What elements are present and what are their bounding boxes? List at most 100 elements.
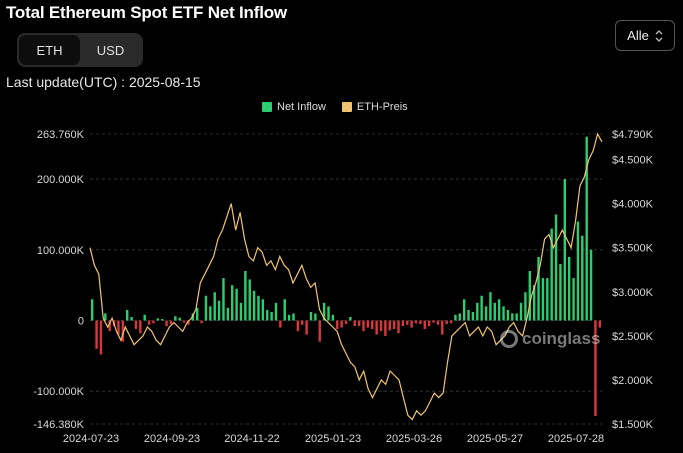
net-inflow-bar (532, 285, 536, 321)
net-inflow-bar (117, 320, 120, 335)
net-inflow-bar (406, 320, 409, 325)
net-inflow-bar (546, 278, 549, 321)
net-inflow-bar (270, 312, 273, 321)
net-inflow-bar (314, 313, 317, 321)
net-inflow-bar (90, 299, 94, 321)
net-inflow-bar (125, 309, 129, 321)
net-inflow-bar (366, 320, 370, 328)
net-inflow-bar (196, 307, 199, 321)
net-inflow-bar (493, 302, 496, 321)
net-inflow-bar (213, 292, 216, 321)
net-inflow-bar (327, 306, 330, 321)
net-inflow-bar (187, 320, 190, 325)
net-inflow-bar (362, 320, 365, 332)
x-tick-label: 2025-01-23 (305, 433, 361, 445)
chevron-updown-icon (655, 29, 663, 42)
net-inflow-bar (239, 302, 243, 321)
last-update-text: Last update(UTC) : 2025-08-15 (6, 74, 201, 90)
net-inflow-bar (598, 320, 602, 328)
time-range-value: Alle (627, 28, 649, 43)
net-inflow-bar (467, 309, 470, 321)
net-inflow-bar (200, 320, 203, 324)
net-inflow-bar (143, 314, 146, 321)
net-inflow-bar (589, 249, 593, 321)
net-inflow-bar (511, 313, 514, 321)
x-tick-label: 2025-07-28 (548, 433, 604, 445)
net-inflow-bar (357, 320, 361, 327)
net-inflow-bar (95, 320, 98, 349)
unit-button-usd[interactable]: USD (96, 42, 125, 58)
net-inflow-bar (309, 312, 313, 321)
net-inflow-bar (322, 302, 326, 321)
net-inflow-bar (550, 228, 553, 321)
net-inflow-bar (388, 320, 391, 331)
coinglass-watermark: coinglass (500, 329, 600, 349)
net-inflow-bar (554, 214, 558, 321)
net-inflow-bar (165, 320, 168, 327)
net-inflow-bar (432, 320, 435, 323)
legend-label-eth-price: ETH-Preis (356, 101, 408, 113)
net-inflow-bar (252, 290, 256, 321)
net-inflow-bar (231, 285, 234, 321)
net-inflow-bar (414, 320, 418, 324)
net-inflow-bar (344, 320, 348, 325)
net-inflow-bar (134, 320, 138, 329)
net-inflow-bar (226, 307, 230, 321)
net-inflow-bar (139, 320, 142, 334)
net-inflow-bar (563, 179, 567, 321)
y-right-tick-label: $1.500K (612, 419, 654, 431)
net-inflow-bar (401, 320, 405, 327)
net-inflow-bar (375, 320, 378, 335)
y-right-tick-label: $4.500K (612, 155, 654, 167)
time-range-select[interactable]: Alle (615, 20, 675, 51)
net-inflow-bar (489, 292, 492, 321)
net-inflow-bar (371, 320, 374, 329)
net-inflow-bar (410, 320, 413, 328)
net-inflow-bar (384, 320, 387, 337)
net-inflow-bar (261, 299, 265, 321)
net-inflow-bar (427, 320, 431, 327)
net-inflow-bar (305, 320, 308, 335)
y-left-tick-label: 100.000K (37, 245, 85, 257)
net-inflow-bar (454, 314, 457, 321)
net-inflow-bar (392, 320, 396, 329)
eth-price-line (89, 132, 603, 421)
net-inflow-bar (419, 320, 422, 325)
net-inflow-bar (182, 320, 186, 323)
y-left-tick-label: -100.000K (33, 386, 84, 398)
unit-button-eth[interactable]: ETH (19, 35, 80, 65)
legend-item-net-inflow[interactable]: Net Inflow (262, 101, 326, 113)
watermark-text: coinglass (522, 329, 601, 348)
net-inflow-bar (572, 278, 575, 321)
chart-title: Total Ethereum Spot ETF Net Inflow (6, 3, 287, 22)
net-inflow-bar (436, 320, 440, 325)
net-inflow-bar (462, 299, 466, 321)
y-left-tick-label: -146.380K (33, 419, 84, 431)
y-right-tick-label: $3.000K (612, 287, 654, 299)
net-inflow-bar (257, 295, 260, 321)
net-inflow-bar (445, 320, 448, 325)
net-inflow-bar (441, 320, 444, 335)
net-inflow-bar (471, 312, 475, 321)
net-inflow-bar (266, 309, 269, 321)
net-inflow-bar (283, 299, 286, 321)
y-left-tick-label: 200.000K (37, 174, 85, 186)
net-inflow-bar (528, 271, 531, 321)
net-inflow-bar (340, 320, 343, 328)
net-inflow-bar (152, 320, 155, 324)
legend-item-eth-price[interactable]: ETH-Preis (341, 101, 408, 113)
net-inflow-bar (204, 295, 208, 321)
net-inflow-bar (296, 320, 300, 332)
net-inflow-bar (235, 288, 238, 321)
net-inflow-bar (108, 320, 111, 332)
net-inflow-bar (484, 306, 488, 321)
net-inflow-bar (497, 299, 501, 321)
net-inflow-bar (244, 271, 247, 321)
net-inflow-bar (174, 316, 177, 321)
net-inflow-bar (576, 221, 580, 321)
net-inflow-bar (581, 235, 584, 321)
net-inflow-bar (502, 306, 505, 321)
net-inflow-bar (397, 320, 400, 334)
net-inflow-bar (515, 313, 518, 321)
